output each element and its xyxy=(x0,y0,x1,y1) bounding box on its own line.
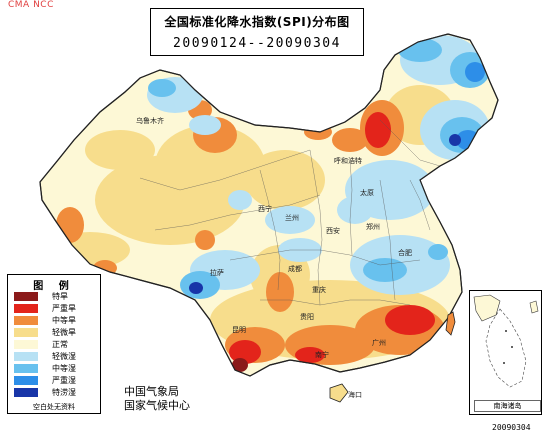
legend-label: 中等旱 xyxy=(52,316,76,325)
legend-item-extreme-drought: 特旱 xyxy=(14,292,98,302)
south-china-sea-inset: 南海诸岛 xyxy=(469,290,542,415)
taiwan-island xyxy=(445,311,456,336)
city-label: 拉萨 xyxy=(210,269,224,277)
inset-islands xyxy=(505,330,507,332)
legend-label: 正常 xyxy=(52,340,68,349)
agency-line-2: 国家气候中心 xyxy=(124,399,190,412)
city-label: 海口 xyxy=(348,391,362,399)
city-label: 合肥 xyxy=(398,249,412,257)
legend-item-slight-wet: 轻微湿 xyxy=(14,352,98,362)
watermark: CMA NCC xyxy=(8,0,54,10)
city-label: 郑州 xyxy=(366,223,380,231)
china-outline xyxy=(39,33,499,377)
spi-contours xyxy=(50,35,490,372)
legend-label: 轻微旱 xyxy=(52,328,76,337)
legend-item-extreme-wet: 特涝湿 xyxy=(14,388,98,398)
legend-item-severe-wet: 严重湿 xyxy=(14,376,98,386)
legend-swatch xyxy=(14,304,38,313)
city-label: 太原 xyxy=(360,189,374,197)
city-label: 兰州 xyxy=(285,214,299,222)
inset-label: 南海诸岛 xyxy=(474,400,541,412)
wet-regions xyxy=(147,35,490,299)
city-label: 广州 xyxy=(372,339,386,347)
hainan-island xyxy=(329,383,349,403)
datestamp: 20090304 xyxy=(492,423,531,432)
legend-item-moderate-drought: 中等旱 xyxy=(14,316,98,326)
legend-swatch xyxy=(14,388,38,397)
inset-coast xyxy=(529,300,539,314)
legend-label: 中等湿 xyxy=(52,364,76,373)
inset-coast xyxy=(473,294,501,322)
province-borders xyxy=(139,119,441,306)
inset-map xyxy=(473,294,539,388)
legend-footer: 空白处无资料 xyxy=(33,403,75,411)
legend-title: 图 例 xyxy=(33,281,75,292)
legend-label: 特旱 xyxy=(52,292,68,301)
inset-dashed-line xyxy=(485,308,527,388)
city-label: 昆明 xyxy=(232,326,246,334)
legend-swatch xyxy=(14,328,38,337)
map-title: 全国标准化降水指数(SPI)分布图 xyxy=(164,15,350,29)
legend: 图 例 特旱 严重旱 中等旱 轻微旱 正常 轻微湿 中等湿 xyxy=(7,274,101,414)
inset-islands xyxy=(503,362,505,364)
agency-credit: 中国气象局 国家气候中心 xyxy=(124,385,190,413)
map-date-range: 20090124--20090304 xyxy=(173,36,341,51)
inset-islands xyxy=(511,346,513,348)
legend-item-normal: 正常 xyxy=(14,340,98,350)
city-label: 成都 xyxy=(288,265,302,273)
legend-swatch xyxy=(14,292,38,301)
legend-swatch xyxy=(14,376,38,385)
city-label: 西安 xyxy=(326,227,340,235)
city-label: 呼和浩特 xyxy=(334,157,362,165)
legend-item-slight-drought: 轻微旱 xyxy=(14,328,98,338)
legend-swatch xyxy=(14,364,38,373)
legend-item-moderate-wet: 中等湿 xyxy=(14,364,98,374)
legend-label: 严重旱 xyxy=(52,304,76,313)
city-label: 南宁 xyxy=(315,351,329,359)
city-label: 贵阳 xyxy=(300,313,314,321)
legend-swatch xyxy=(14,352,38,361)
legend-swatch xyxy=(14,340,38,349)
city-label: 乌鲁木齐 xyxy=(136,117,164,125)
legend-label: 严重湿 xyxy=(52,376,76,385)
dry-regions xyxy=(50,85,455,372)
map-title-box: 全国标准化降水指数(SPI)分布图 20090124--20090304 xyxy=(150,8,364,56)
city-label: 西宁 xyxy=(258,205,272,213)
legend-item-severe-drought: 严重旱 xyxy=(14,304,98,314)
legend-label: 轻微湿 xyxy=(52,352,76,361)
city-label: 重庆 xyxy=(312,286,326,294)
legend-swatch xyxy=(14,316,38,325)
legend-label: 特涝湿 xyxy=(52,388,76,397)
agency-line-1: 中国气象局 xyxy=(124,385,179,398)
